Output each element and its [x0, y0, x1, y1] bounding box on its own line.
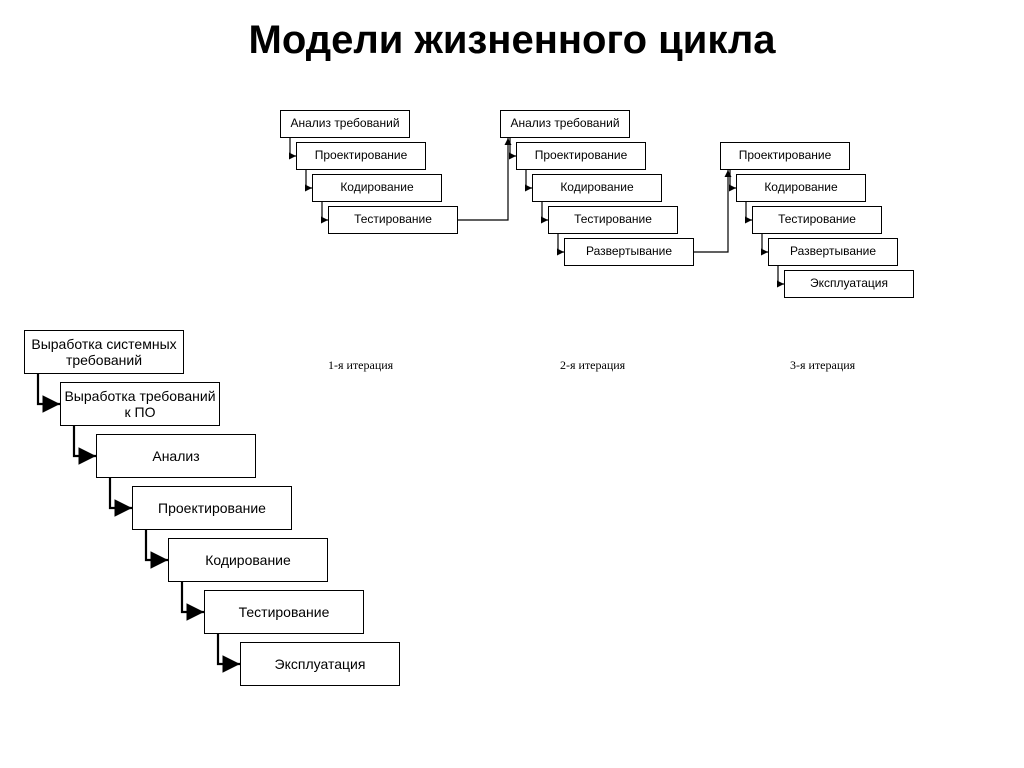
- waterfall-box: Эксплуатация: [240, 642, 400, 686]
- iter-box: Проектирование: [296, 142, 426, 170]
- iter-box: Развертывание: [768, 238, 898, 266]
- waterfall-box: Кодирование: [168, 538, 328, 582]
- iter-box: Тестирование: [328, 206, 458, 234]
- iter-box: Анализ требований: [280, 110, 410, 138]
- iteration-label: 2-я итерация: [560, 358, 625, 373]
- page-title: Модели жизненного цикла: [0, 18, 1024, 63]
- waterfall-box: Проектирование: [132, 486, 292, 530]
- iter-box: Развертывание: [564, 238, 694, 266]
- iter-box: Проектирование: [516, 142, 646, 170]
- iter-box: Кодирование: [312, 174, 442, 202]
- iter-box: Кодирование: [736, 174, 866, 202]
- diagram-canvas: Модели жизненного цикла Анализ требовани…: [0, 0, 1024, 768]
- waterfall-box: Анализ: [96, 434, 256, 478]
- iter-box: Эксплуатация: [784, 270, 914, 298]
- waterfall-box: Выработка требований к ПО: [60, 382, 220, 426]
- iter-box: Проектирование: [720, 142, 850, 170]
- iter-box: Анализ требований: [500, 110, 630, 138]
- waterfall-box: Выработка системных требований: [24, 330, 184, 374]
- iteration-label: 3-я итерация: [790, 358, 855, 373]
- iter-box: Тестирование: [548, 206, 678, 234]
- waterfall-box: Тестирование: [204, 590, 364, 634]
- iteration-label: 1-я итерация: [328, 358, 393, 373]
- iter-box: Кодирование: [532, 174, 662, 202]
- iter-box: Тестирование: [752, 206, 882, 234]
